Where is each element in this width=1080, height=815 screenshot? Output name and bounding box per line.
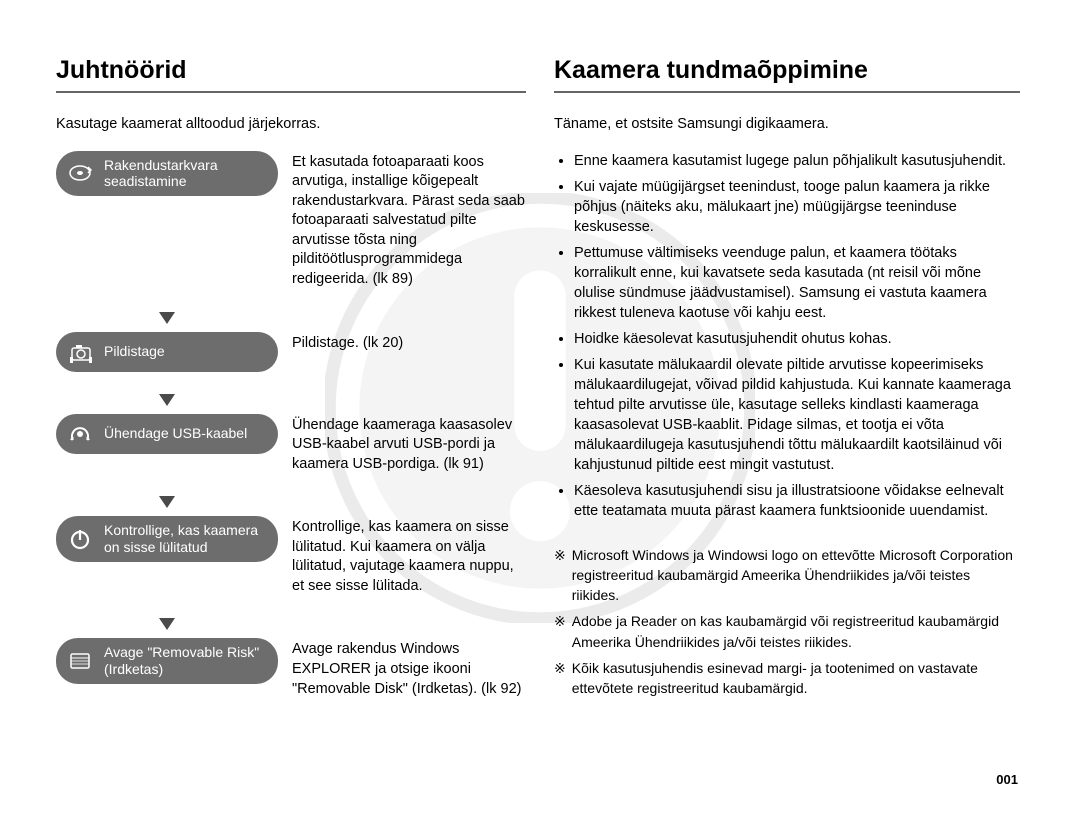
- trademark-notes: ※Microsoft Windows ja Windowsi logo on e…: [554, 545, 1020, 699]
- arrow-down-icon: [56, 602, 278, 632]
- power-icon: [66, 527, 94, 551]
- step-row: Pildistage Pildistage. (lk 20): [56, 332, 526, 372]
- note-item: ※Microsoft Windows ja Windowsi logo on e…: [554, 545, 1020, 606]
- bullet-item: Käesoleva kasutusjuhendi sisu ja illustr…: [574, 481, 1020, 521]
- step-pill: Pildistage: [56, 332, 278, 372]
- left-column: Juhtnöörid Kasutage kaamerat alltoodud j…: [56, 56, 526, 775]
- step-label: Kontrollige, kas kaamera on sisse lülita…: [104, 522, 264, 556]
- cd-install-icon: [66, 161, 94, 185]
- note-marker: ※: [554, 658, 566, 699]
- step-row: Kontrollige, kas kaamera on sisse lülita…: [56, 516, 526, 596]
- right-intro: Täname, et ostsite Samsungi digikaamera.: [554, 115, 1020, 135]
- step-pill: Kontrollige, kas kaamera on sisse lülita…: [56, 516, 278, 562]
- left-intro: Kasutage kaamerat alltoodud järjekorras.: [56, 115, 526, 135]
- bullet-item: Kui vajate müügijärgset teenindust, toog…: [574, 177, 1020, 237]
- step-description: Pildistage. (lk 20): [292, 332, 526, 354]
- note-item: ※Adobe ja Reader on kas kaubamärgid või …: [554, 611, 1020, 652]
- arrow-down-icon: [56, 296, 278, 326]
- step-row: Avage "Removable Risk" (Irdketas) Avage r…: [56, 638, 526, 699]
- step-label: Ühendage USB-kaabel: [104, 425, 247, 442]
- step-label: Rakendustarkvara seadistamine: [104, 157, 264, 191]
- step-pill: Rakendustarkvara seadistamine: [56, 151, 278, 197]
- disk-icon: [66, 649, 94, 673]
- note-marker: ※: [554, 545, 566, 606]
- right-column: Kaamera tundmaõppimine Täname, et ostsit…: [554, 56, 1020, 775]
- bullet-item: Enne kaamera kasutamist lugege palun põh…: [574, 151, 1020, 171]
- bullet-item: Hoidke käesolevat kasutusjuhendit ohutus…: [574, 329, 1020, 349]
- usb-icon: [66, 422, 94, 446]
- step-pill: Ühendage USB-kaabel: [56, 414, 278, 454]
- note-text: Kõik kasutusjuhendis esinevad margi- ja …: [572, 658, 1020, 699]
- step-pill: Avage "Removable Risk" (Irdketas): [56, 638, 278, 684]
- step-row: Ühendage USB-kaabel Ühendage kaameraga ka…: [56, 414, 526, 475]
- bullet-item: Kui kasutate mälukaardil olevate piltide…: [574, 355, 1020, 475]
- heading-getting-to-know: Kaamera tundmaõppimine: [554, 56, 1020, 93]
- step-description: Kontrollige, kas kaamera on sisse lülita…: [292, 516, 526, 596]
- steps-flow: Rakendustarkvara seadistamine Et kasutada…: [56, 151, 526, 700]
- note-marker: ※: [554, 611, 566, 652]
- step-description: Ühendage kaameraga kaasasolev USB-kaabel…: [292, 414, 526, 475]
- step-label: Avage "Removable Risk" (Irdketas): [104, 644, 264, 678]
- step-description: Avage rakendus Windows EXPLORER ja otsig…: [292, 638, 526, 699]
- heading-instructions: Juhtnöörid: [56, 56, 526, 93]
- step-label: Pildistage: [104, 343, 165, 360]
- page-number: 001: [996, 772, 1018, 787]
- arrow-down-icon: [56, 378, 278, 408]
- arrow-down-icon: [56, 480, 278, 510]
- bullet-list: Enne kaamera kasutamist lugege palun põh…: [554, 151, 1020, 521]
- camera-icon: [66, 340, 94, 364]
- step-description: Et kasutada fotoaparaati koos arvutiga, …: [292, 151, 526, 290]
- page: Juhtnöörid Kasutage kaamerat alltoodud j…: [0, 0, 1080, 815]
- step-row: Rakendustarkvara seadistamine Et kasutada…: [56, 151, 526, 290]
- note-text: Adobe ja Reader on kas kaubamärgid või r…: [572, 611, 1020, 652]
- note-item: ※Kõik kasutusjuhendis esinevad margi- ja…: [554, 658, 1020, 699]
- note-text: Microsoft Windows ja Windowsi logo on et…: [572, 545, 1020, 606]
- bullet-item: Pettumuse vältimiseks veenduge palun, et…: [574, 243, 1020, 323]
